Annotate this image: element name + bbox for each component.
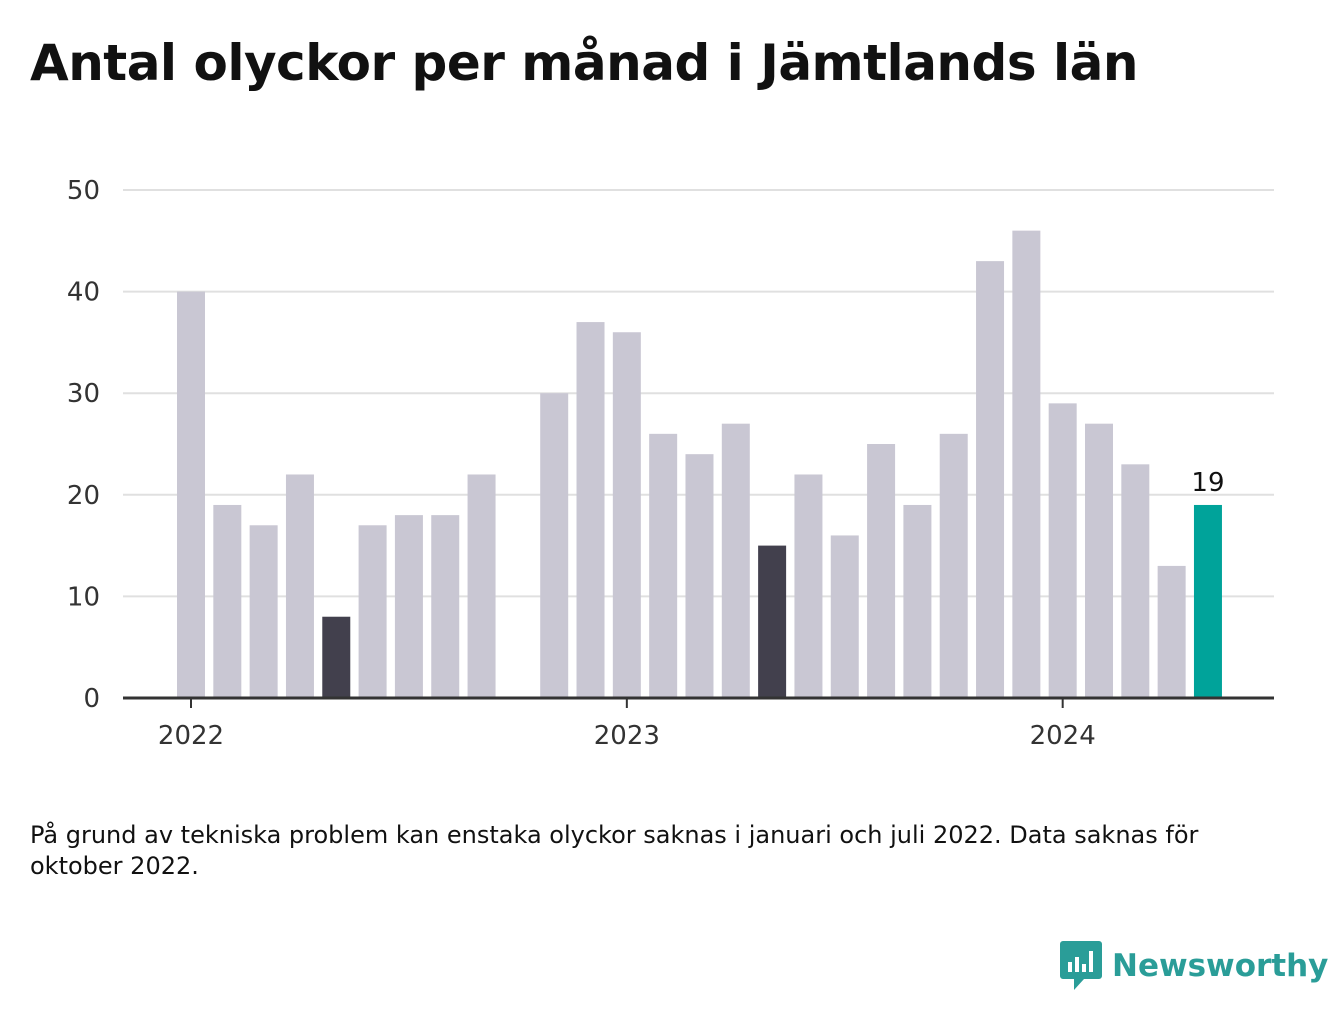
bar: [177, 291, 205, 698]
x-tick-label: 2024: [1030, 721, 1096, 751]
bar: [1157, 565, 1186, 698]
y-tick-label: 20: [67, 481, 100, 511]
bar: [758, 545, 787, 698]
chart-title: Antal olyckor per månad i Jämtlands län: [30, 34, 1138, 92]
bar: [576, 322, 605, 698]
bar: [358, 525, 387, 698]
y-tick-label: 40: [67, 278, 100, 308]
y-tick-label: 10: [67, 582, 100, 612]
y-tick-label: 50: [67, 176, 100, 206]
data-label: 19: [1191, 468, 1224, 498]
bar: [939, 433, 968, 698]
bar: [249, 525, 278, 698]
x-tick-label: 2023: [594, 721, 660, 751]
x-tick-label: 2022: [158, 721, 224, 751]
bar: [1012, 230, 1041, 698]
bar: [322, 616, 351, 698]
bar: [1085, 423, 1113, 698]
y-tick-label: 30: [67, 379, 100, 409]
bar: [830, 535, 859, 698]
bar: [649, 433, 678, 698]
bar: [285, 474, 314, 698]
bar: [431, 515, 460, 698]
bar: [685, 454, 714, 698]
bar: [612, 332, 641, 698]
bar: [1193, 504, 1222, 698]
brand-logo: Newsworthy: [1060, 940, 1328, 992]
bar: [1121, 464, 1150, 698]
footnote: På grund av tekniska problem kan enstaka…: [30, 821, 1199, 880]
bar-chart-speech-bubble-icon: [1060, 941, 1102, 990]
bar: [976, 261, 1005, 698]
bar: [1048, 403, 1077, 698]
bar: [394, 515, 423, 698]
bar: [867, 444, 896, 698]
bar: [467, 474, 496, 698]
bar: [213, 504, 242, 698]
bar: [540, 393, 569, 698]
bar: [721, 423, 750, 698]
y-tick-label: 0: [83, 684, 100, 714]
bar: [903, 504, 932, 698]
bar: [794, 474, 823, 698]
brand-name: Newsworthy: [1112, 948, 1329, 984]
bar-chart: 0 10 20 30 40 50 19 2022 2023 2024: [67, 176, 1274, 751]
